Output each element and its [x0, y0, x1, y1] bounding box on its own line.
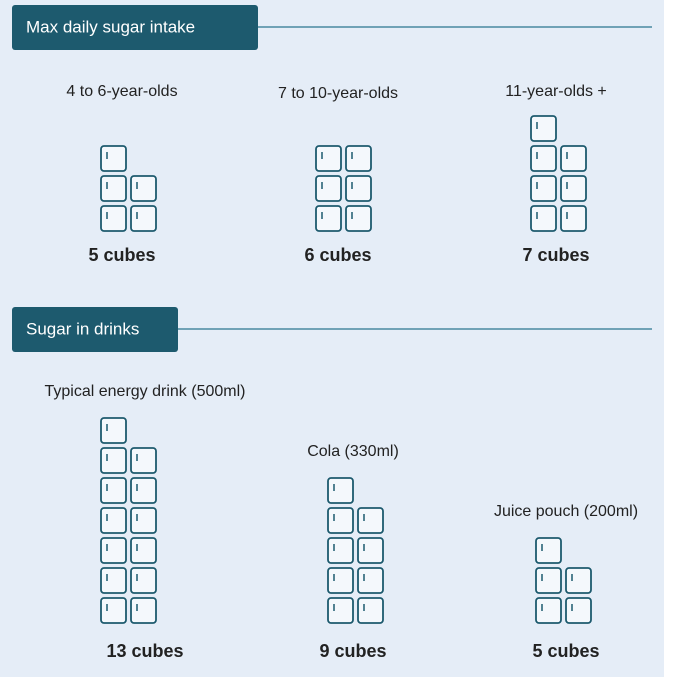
- sugar-cube: [100, 175, 127, 202]
- sugar-cube: [100, 417, 127, 444]
- section-title: Sugar in drinks: [26, 319, 139, 338]
- section-title: Max daily sugar intake: [26, 17, 195, 36]
- section-header: [12, 307, 178, 352]
- item-label: 11-year-olds +: [505, 83, 607, 100]
- item-label: 4 to 6-year-olds: [66, 83, 177, 100]
- sugar-cube: [530, 115, 557, 142]
- sugar-cube: [560, 175, 587, 202]
- sugar-cube: [535, 567, 562, 594]
- sugar-cube: [345, 175, 372, 202]
- sugar-cube: [535, 537, 562, 564]
- sugar-cube: [345, 145, 372, 172]
- section-header: [12, 5, 258, 50]
- item-count: 7 cubes: [522, 245, 589, 265]
- sugar-cube: [100, 537, 127, 564]
- item-count: 9 cubes: [319, 641, 386, 661]
- sugar-cube: [345, 205, 372, 232]
- sugar-cube: [357, 537, 384, 564]
- sugar-cube: [130, 507, 157, 534]
- sugar-cube: [130, 447, 157, 474]
- sugar-cube: [327, 567, 354, 594]
- sugar-cube: [315, 175, 342, 202]
- item-label: Juice pouch (200ml): [494, 503, 638, 520]
- sugar-cube: [560, 205, 587, 232]
- item-label: Cola (330ml): [307, 443, 399, 460]
- sugar-cube: [565, 597, 592, 624]
- sugar-cube: [100, 597, 127, 624]
- sugar-cube: [100, 145, 127, 172]
- sugar-cube: [100, 507, 127, 534]
- sugar-cube: [100, 567, 127, 594]
- sugar-cube: [327, 477, 354, 504]
- sugar-cube: [130, 175, 157, 202]
- sugar-cube: [357, 507, 384, 534]
- sugar-cube: [327, 597, 354, 624]
- item-label: Typical energy drink (500ml): [45, 383, 246, 400]
- sugar-cube: [130, 205, 157, 232]
- sugar-cube: [327, 537, 354, 564]
- item-label: 7 to 10-year-olds: [278, 85, 398, 102]
- sugar-cube: [530, 145, 557, 172]
- sugar-cube: [130, 567, 157, 594]
- item-count: 13 cubes: [106, 641, 183, 661]
- sugar-cube: [530, 175, 557, 202]
- sugar-cube: [315, 145, 342, 172]
- sugar-cube: [357, 597, 384, 624]
- sugar-cube: [100, 447, 127, 474]
- sugar-cube: [565, 567, 592, 594]
- sugar-cube: [315, 205, 342, 232]
- sugar-cube: [327, 507, 354, 534]
- sugar-cube: [130, 597, 157, 624]
- sugar-cube: [357, 567, 384, 594]
- item-count: 6 cubes: [304, 245, 371, 265]
- sugar-cube: [130, 477, 157, 504]
- sugar-cube: [100, 477, 127, 504]
- sugar-cube: [530, 205, 557, 232]
- item-count: 5 cubes: [88, 245, 155, 265]
- sugar-cube: [560, 145, 587, 172]
- sugar-cube: [100, 205, 127, 232]
- sugar-cube: [535, 597, 562, 624]
- item-count: 5 cubes: [532, 641, 599, 661]
- sugar-cube: [130, 537, 157, 564]
